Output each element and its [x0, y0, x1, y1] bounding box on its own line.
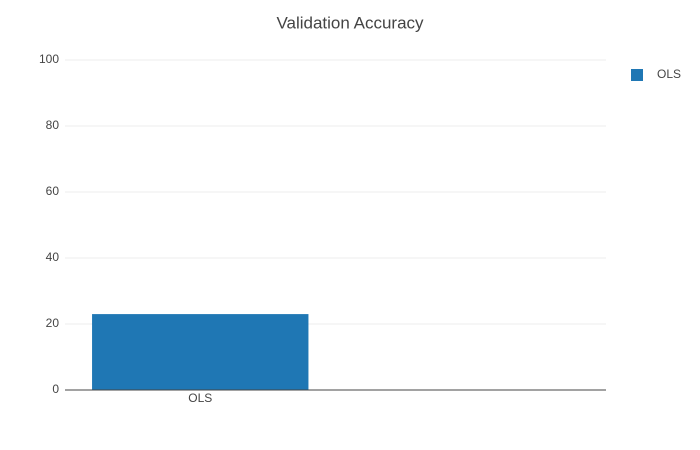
y-tick-label: 40	[46, 250, 60, 264]
y-tick-label: 0	[52, 382, 59, 396]
y-tick-label: 60	[46, 184, 60, 198]
y-tick-label: 20	[46, 316, 60, 330]
legend-label: OLS	[657, 67, 681, 81]
bar	[92, 314, 309, 390]
x-tick-label: OLS	[188, 391, 212, 405]
chart-title: Validation Accuracy	[276, 13, 424, 32]
legend-swatch	[631, 69, 643, 81]
y-tick-label: 80	[46, 118, 60, 132]
y-tick-label: 100	[39, 52, 59, 66]
